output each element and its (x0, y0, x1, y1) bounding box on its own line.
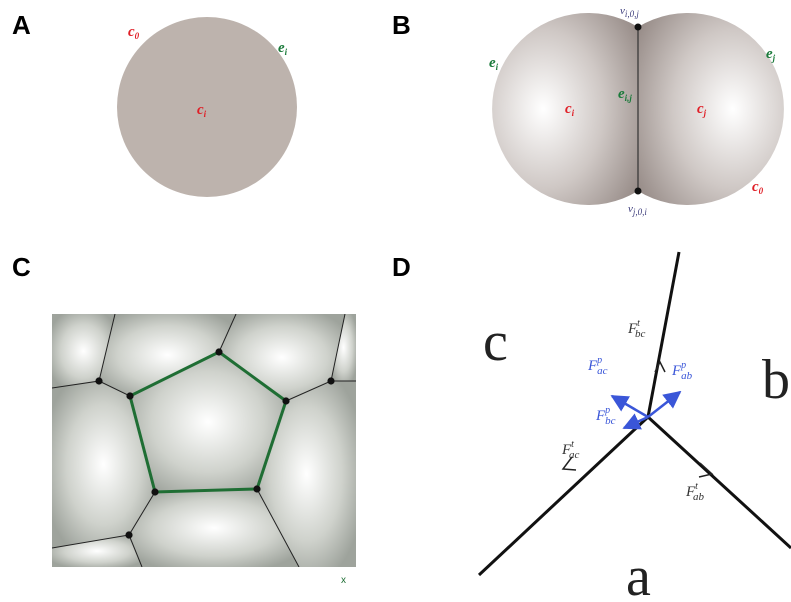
neighbor-cell (257, 381, 356, 567)
vertices (95, 348, 335, 539)
panel-a: A c0 ei ci (12, 10, 297, 197)
neighbor-cell (129, 489, 299, 567)
neighbor-cell (52, 381, 155, 548)
label-ci: ci (197, 102, 207, 119)
label-f-bc-p: Fp bc (595, 405, 616, 427)
label-f-bc-t: Ft bc (627, 318, 645, 340)
pressure-arrows (610, 390, 682, 430)
label-ei-b: ei (489, 55, 499, 72)
label-v-top: vi,0,j (620, 5, 639, 19)
label-ej: ej (766, 46, 776, 63)
panel-c: C (12, 252, 356, 586)
central-cell (130, 352, 286, 492)
region-b: b (762, 349, 790, 411)
label-eij: ei,j (618, 86, 632, 103)
neighbor-cell (331, 314, 356, 381)
tension-arrow-bc (654, 360, 666, 373)
single-cell (117, 17, 297, 197)
central-cell-boundary (128, 350, 288, 494)
pressure-arrow-ab (647, 390, 682, 418)
pressure-arrow-ac (610, 394, 649, 419)
neighbor-cell (52, 535, 142, 567)
vertex-bottom (634, 187, 642, 195)
cell-i (492, 13, 638, 205)
edge-ab (646, 415, 791, 550)
edge-ac (477, 415, 650, 577)
cell-j (638, 13, 784, 205)
panel-d-letter: D (392, 252, 411, 282)
panel-b-letter: B (392, 10, 411, 40)
panel-c-letter: C (12, 252, 31, 282)
tension-arrow-ab (698, 462, 714, 478)
label-f-ab-p: Fp ab (671, 360, 693, 382)
region-a: a (626, 546, 651, 602)
edge-bc (646, 251, 681, 418)
small-mark: x (341, 575, 346, 586)
tissue-view (52, 314, 356, 567)
panel-a-letter: A (12, 10, 31, 40)
neighbor-cell (99, 314, 236, 396)
label-c0: c0 (128, 24, 140, 41)
label-cj: cj (697, 101, 707, 118)
region-c: c (483, 311, 508, 373)
label-c0-b: c0 (752, 179, 764, 196)
label-ci-b: ci (565, 101, 575, 118)
label-f-ac-t: Ft ac (561, 439, 579, 461)
panel-d: D c b a Ft bc Fp ac Fp ab Fp bc Ft ac Ft ab (392, 251, 791, 602)
label-f-ac-p: Fp ac (587, 355, 608, 377)
panel-b: B vi,0,j vj,0,i ei ej ei,j ci cj c0 (392, 5, 784, 217)
tension-arrow-ac (561, 456, 577, 471)
pressure-arrow-bc (622, 413, 649, 430)
neighbor-cell (219, 314, 345, 401)
vertex-top (634, 23, 642, 31)
label-ei: ei (278, 40, 288, 57)
label-f-ab-t: Ft ab (685, 481, 704, 503)
label-v-bottom: vj,0,i (628, 203, 647, 217)
neighbor-cell (52, 314, 115, 388)
